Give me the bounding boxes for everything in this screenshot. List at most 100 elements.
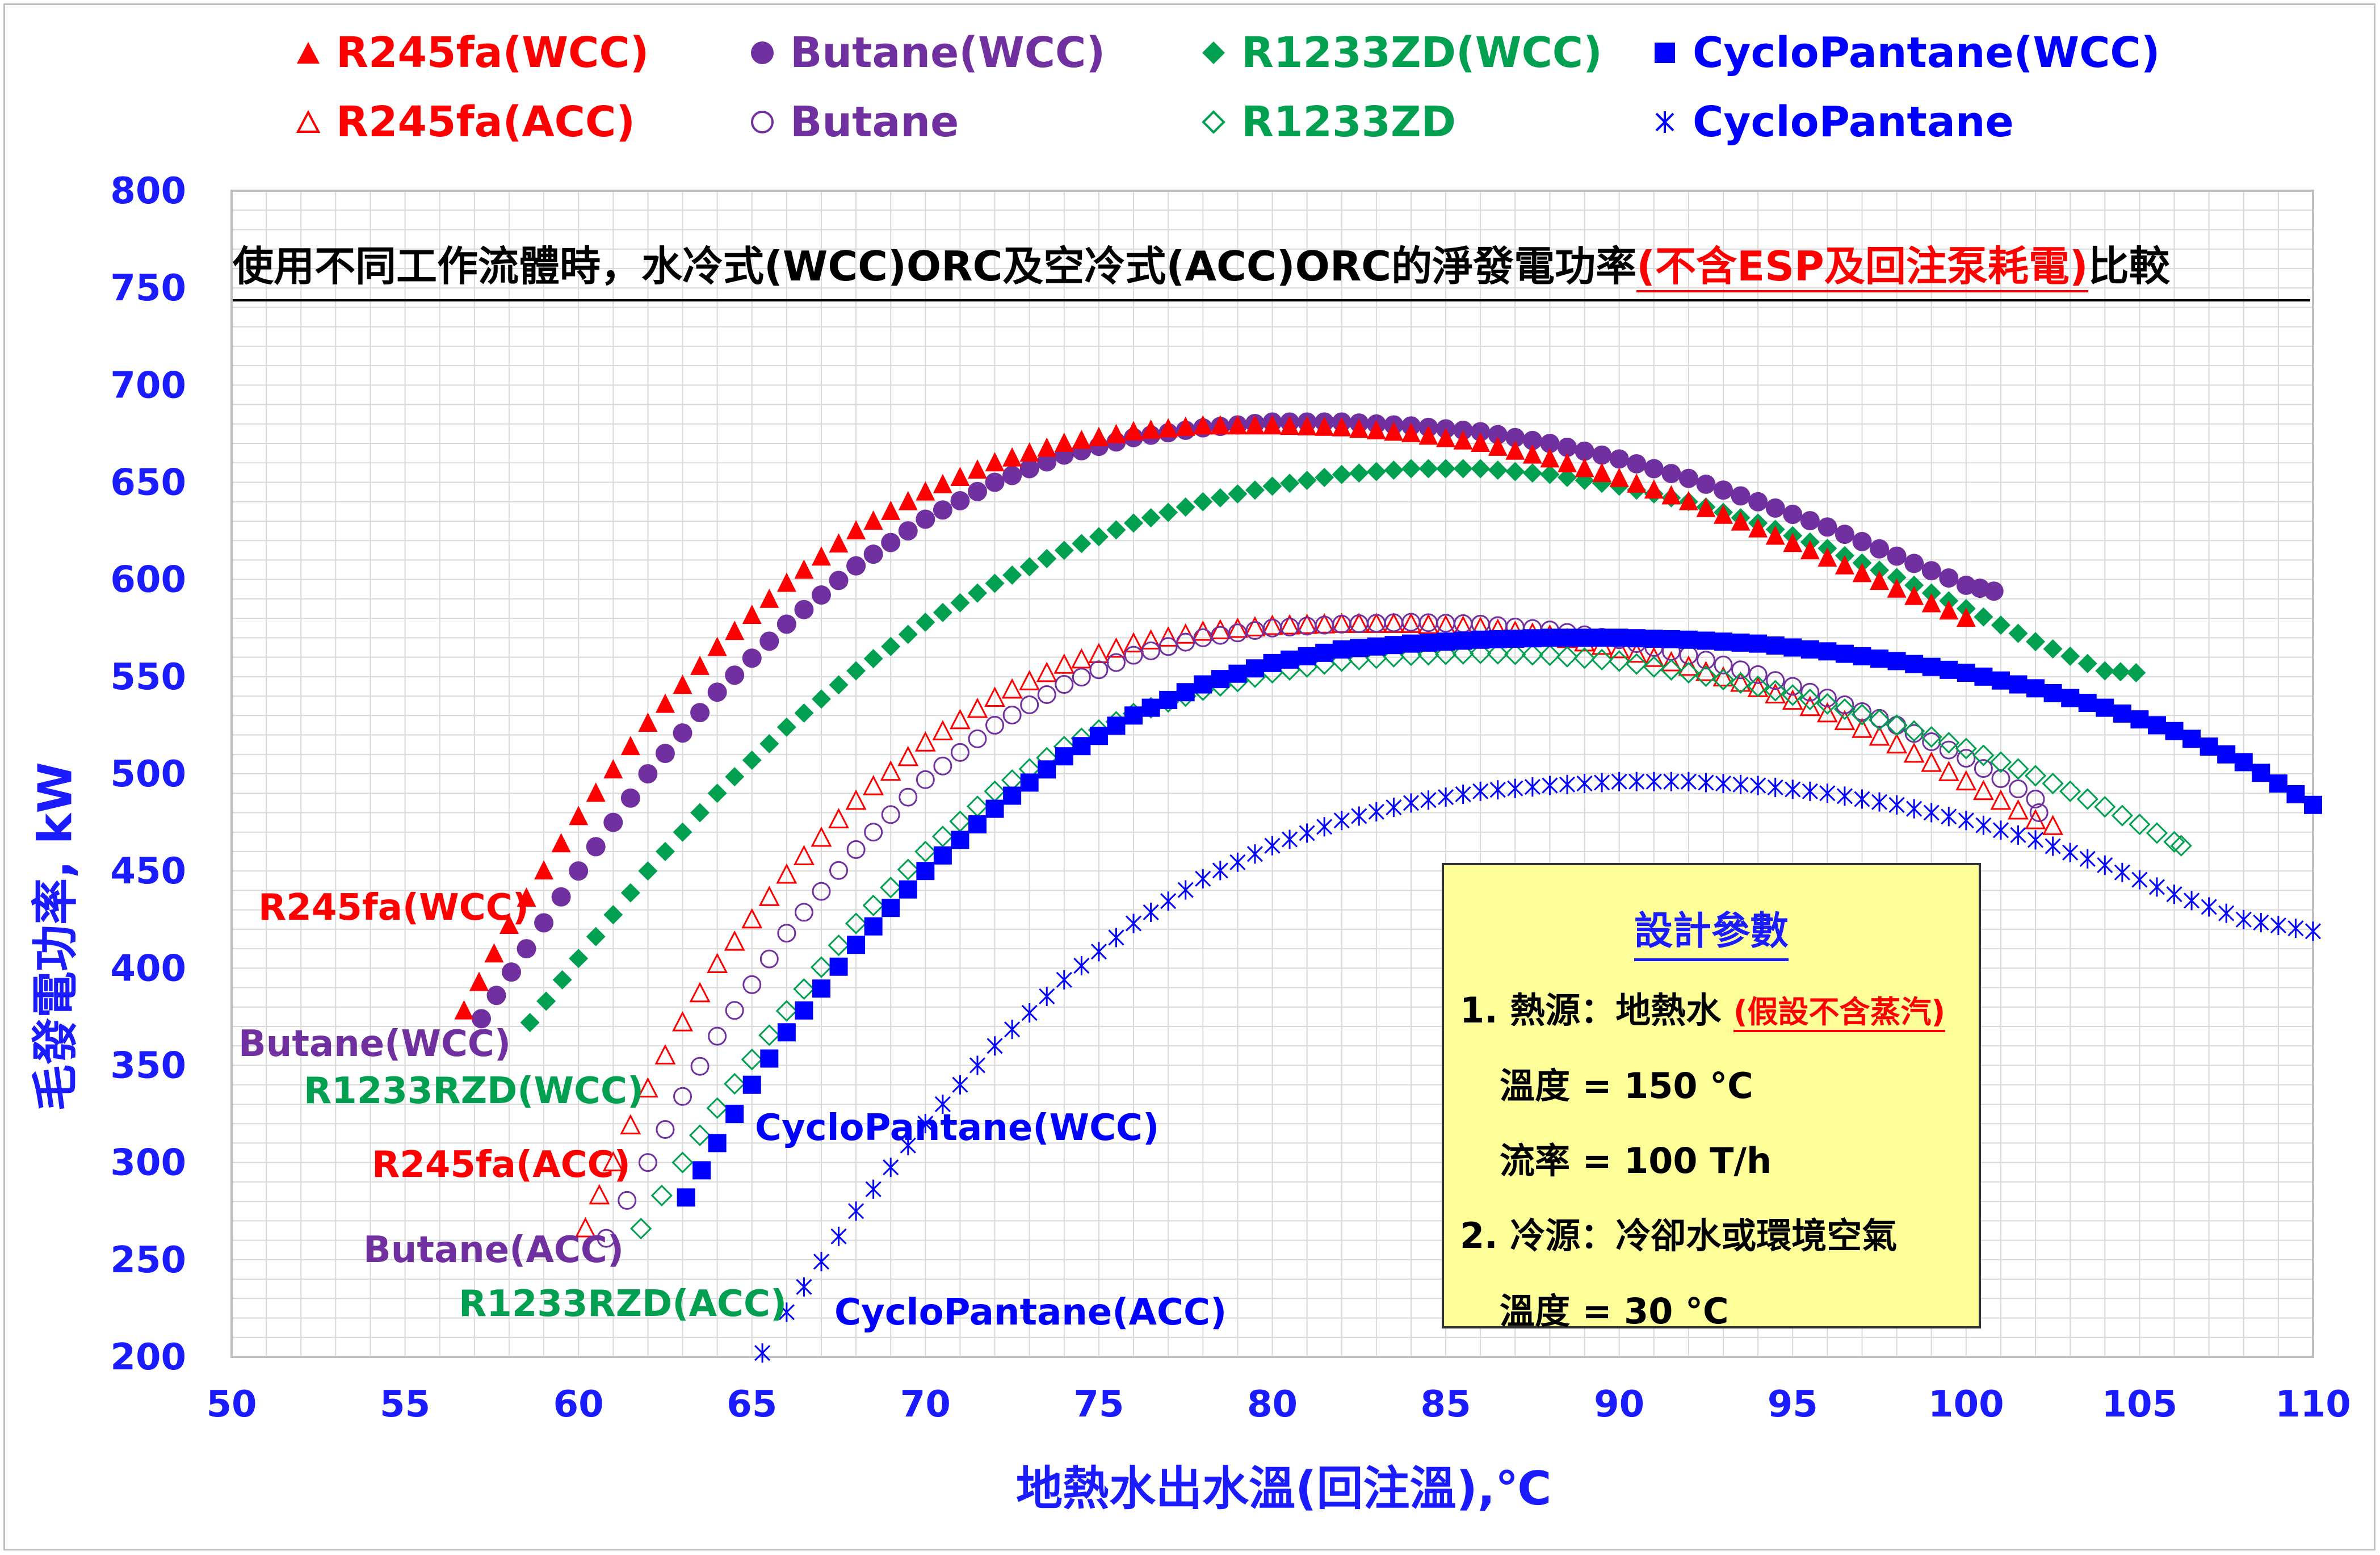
data-point: [1974, 759, 1993, 778]
data-point: [1489, 780, 1506, 800]
data-point: [1246, 844, 1264, 864]
data-point: [742, 751, 762, 770]
data-point: [1611, 772, 1627, 791]
data-point: [708, 1134, 727, 1152]
data-point: [2269, 774, 2287, 793]
data-point: [1627, 454, 1647, 473]
design-parameters-box: 設計參數 1. 熱源：地熱水 (假設不含蒸汽) 溫度 = 150 °C 流率 =…: [1442, 863, 1981, 1332]
y-tick-label: 650: [110, 462, 186, 504]
data-point: [1661, 464, 1681, 484]
data-point: [1245, 480, 1265, 500]
data-point: [1332, 464, 1351, 484]
data-point: [1748, 518, 1768, 538]
data-point: [1315, 643, 1334, 662]
data-point: [586, 782, 606, 802]
data-point: [1419, 633, 1438, 652]
data-point: [1176, 497, 1195, 517]
data-point: [969, 1055, 986, 1075]
data-point: [1576, 774, 1593, 794]
data-point: [1160, 891, 1177, 911]
data-point: [1488, 460, 1508, 480]
data-point: [536, 991, 556, 1011]
data-point: [677, 1188, 695, 1207]
data-point: [1383, 613, 1404, 633]
data-point: [1609, 638, 1630, 659]
y-tick-label: 250: [110, 1239, 186, 1281]
data-point: [1019, 557, 1039, 577]
data-point: [1418, 613, 1439, 634]
data-point: [486, 986, 506, 1005]
data-point: [2110, 662, 2130, 682]
data-point: [1609, 467, 1629, 487]
data-point: [2131, 870, 2148, 890]
data-point: [1610, 628, 1628, 647]
data-point: [638, 764, 658, 783]
data-point: [1176, 683, 1195, 702]
data-point: [916, 612, 935, 632]
data-point: [2094, 796, 2116, 818]
data-point: [1958, 811, 1974, 831]
data-point: [1748, 492, 1768, 512]
data-point: [1679, 630, 1698, 649]
data-point: [1991, 615, 2010, 635]
data-point: [1972, 744, 1995, 766]
data-point: [2218, 903, 2235, 923]
data-point: [2163, 831, 2185, 853]
data-point: [897, 858, 919, 881]
x-tick-label: 55: [380, 1384, 430, 1426]
data-point: [1453, 459, 1473, 479]
legend-label: R245fa(WCC): [336, 28, 649, 77]
data-point: [1626, 653, 1648, 675]
data-point: [1159, 690, 1178, 709]
data-point: [1984, 581, 2004, 601]
data-point: [933, 500, 952, 520]
data-point: [707, 682, 727, 702]
data-point: [951, 831, 969, 849]
data-point: [985, 573, 1005, 593]
data-point: [1695, 665, 1717, 688]
data-point: [759, 631, 779, 651]
data-point: [1507, 778, 1523, 798]
data-point: [1559, 774, 1576, 794]
data-point: [1106, 653, 1126, 672]
data-point: [2026, 632, 2046, 652]
data-point: [1037, 685, 1056, 704]
data-point: [1816, 702, 1838, 723]
data-point: [1941, 807, 1957, 827]
data-point: [2059, 780, 2081, 802]
data-point: [1557, 437, 1577, 457]
data-point: [795, 1001, 813, 1020]
data-point: [2130, 710, 2149, 729]
data-point: [1401, 634, 1420, 653]
data-point: [881, 805, 900, 824]
data-point: [2170, 835, 2192, 857]
data-point: [950, 743, 969, 762]
data-point: [898, 521, 918, 541]
data-point: [1956, 607, 1976, 627]
data-point: [1627, 629, 1646, 648]
x-tick-label: 90: [1594, 1384, 1644, 1426]
data-point: [1281, 829, 1298, 849]
data-point: [1609, 449, 1629, 469]
data-point: [1799, 695, 1821, 716]
data-point: [1143, 902, 1159, 922]
data-point: [1176, 632, 1195, 652]
data-point: [1158, 418, 1178, 438]
data-point: [1297, 471, 1317, 491]
data-point: [811, 826, 832, 847]
data-point: [551, 887, 571, 907]
data-point: [1384, 421, 1404, 441]
annotation-r245fa-acc: R245fa(ACC): [372, 1144, 631, 1186]
data-point: [1590, 648, 1613, 671]
data-point: [1800, 540, 1820, 560]
data-point: [1158, 637, 1178, 656]
data-point: [1646, 772, 1662, 791]
data-point: [1107, 716, 1126, 735]
data-point: [1712, 668, 1735, 691]
data-point: [1211, 626, 1230, 645]
data-point: [1506, 630, 1525, 648]
data-point: [1019, 442, 1039, 462]
data-point: [620, 788, 640, 808]
data-point: [811, 546, 831, 566]
data-point: [2007, 758, 2029, 780]
